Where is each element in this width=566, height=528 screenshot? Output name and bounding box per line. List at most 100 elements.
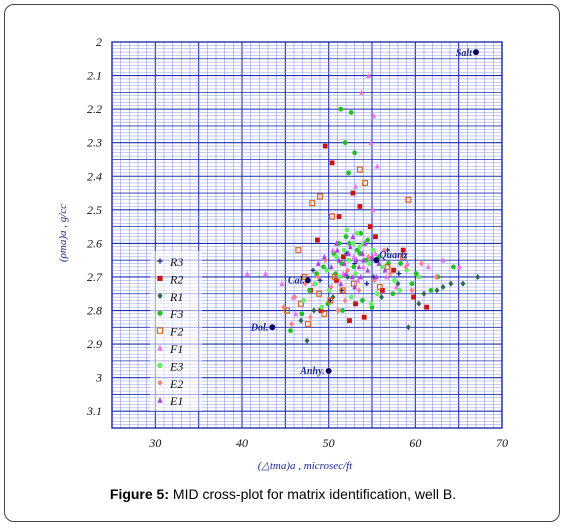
point-f2 <box>356 166 363 173</box>
point-r1 <box>345 273 351 280</box>
point-r2 <box>334 277 339 283</box>
point-r2 <box>347 318 352 323</box>
legend-marker-f3 <box>157 310 163 316</box>
point-e3 <box>324 267 330 273</box>
point-f1 <box>384 273 390 280</box>
y-tick-label: 2 <box>96 35 102 49</box>
x-tick-label: 70 <box>496 436 508 450</box>
point-r3 <box>328 298 333 303</box>
y-tick-label: 3 <box>95 371 102 385</box>
point-f3 <box>321 264 326 270</box>
point-r2 <box>341 254 346 260</box>
point-e3 <box>350 240 356 246</box>
point-f2 <box>301 274 308 280</box>
point-f3 <box>360 298 365 303</box>
point-e1 <box>352 284 358 290</box>
data-points <box>244 72 481 344</box>
y-tick-label: 2.6 <box>87 236 102 250</box>
point-f3 <box>365 237 371 243</box>
reference-label: Dol. <box>250 322 269 333</box>
point-r2 <box>400 247 406 253</box>
point-r1 <box>416 300 422 307</box>
point-f1 <box>360 263 366 270</box>
legend-label-e3: E3 <box>169 359 183 373</box>
point-f2 <box>304 320 311 327</box>
point-r2 <box>361 314 367 320</box>
point-r2 <box>318 308 324 313</box>
point-e1 <box>347 243 353 250</box>
plot-border <box>111 41 503 429</box>
point-r3 <box>364 281 370 287</box>
point-r2 <box>350 190 356 196</box>
point-f2 <box>339 287 346 294</box>
y-tick-label: 2.2 <box>87 102 102 116</box>
point-f2 <box>331 274 338 280</box>
reference-point <box>473 49 479 56</box>
point-e2 <box>403 263 409 270</box>
y-tick-label: 3.1 <box>86 404 102 418</box>
legend-label-r3: R3 <box>169 255 183 269</box>
point-f1 <box>374 163 380 169</box>
point-e2 <box>289 320 294 327</box>
point-e3 <box>319 304 325 310</box>
point-r3 <box>396 271 402 276</box>
point-e3 <box>334 254 339 260</box>
point-e1 <box>369 253 375 260</box>
point-e1 <box>336 257 342 263</box>
y-axis-label: (ρma)a , g/cc <box>57 204 69 262</box>
point-e3 <box>353 271 358 276</box>
point-e3 <box>348 294 354 300</box>
point-f3 <box>342 140 348 146</box>
reference-label: Cal. <box>288 275 305 286</box>
point-e1 <box>362 240 368 246</box>
legend-label-e1: E1 <box>169 394 183 408</box>
point-f1 <box>393 284 399 290</box>
point-r1 <box>406 324 411 331</box>
reference-label: Quartz <box>379 250 407 261</box>
point-r1 <box>434 287 440 294</box>
point-e2 <box>387 270 393 277</box>
point-e1 <box>315 260 321 266</box>
reference-label: Salt <box>456 48 473 59</box>
legend-marker-e2 <box>157 379 163 386</box>
point-r2 <box>373 234 378 240</box>
reference-point <box>269 324 276 331</box>
point-e3 <box>416 274 422 280</box>
point-f1 <box>330 247 336 253</box>
point-f1 <box>457 263 462 270</box>
point-f1 <box>366 72 371 78</box>
point-f1 <box>293 310 299 317</box>
point-f2 <box>295 247 302 254</box>
point-e2 <box>302 280 308 287</box>
point-e2 <box>433 273 439 280</box>
point-e1 <box>334 247 340 253</box>
series-e3 <box>301 227 422 310</box>
point-r2 <box>424 304 429 310</box>
x-tick-label: 50 <box>323 436 335 450</box>
series-e1 <box>315 233 388 290</box>
point-e3 <box>374 291 380 297</box>
point-e1 <box>360 257 366 263</box>
point-e2 <box>381 247 387 254</box>
point-f1 <box>425 263 431 270</box>
series-f1 <box>244 72 462 317</box>
point-f2 <box>384 263 391 270</box>
legend-label-f3: F3 <box>169 307 183 321</box>
y-tick-label: 2.5 <box>87 203 102 217</box>
legend-marker-r2 <box>157 275 163 281</box>
point-e2 <box>328 284 334 291</box>
point-f2 <box>405 196 412 203</box>
point-e1 <box>376 260 382 266</box>
point-r1 <box>421 290 427 297</box>
point-e2 <box>315 273 321 280</box>
point-r1 <box>330 294 336 301</box>
point-f1 <box>279 280 285 287</box>
y-tick-label: 2.3 <box>87 136 102 150</box>
point-f1 <box>359 89 364 95</box>
point-e3 <box>370 247 376 253</box>
legend-marker-f2 <box>156 327 164 334</box>
legend-marker-e3 <box>157 362 163 368</box>
point-f2 <box>284 307 291 314</box>
point-f3 <box>346 170 351 176</box>
